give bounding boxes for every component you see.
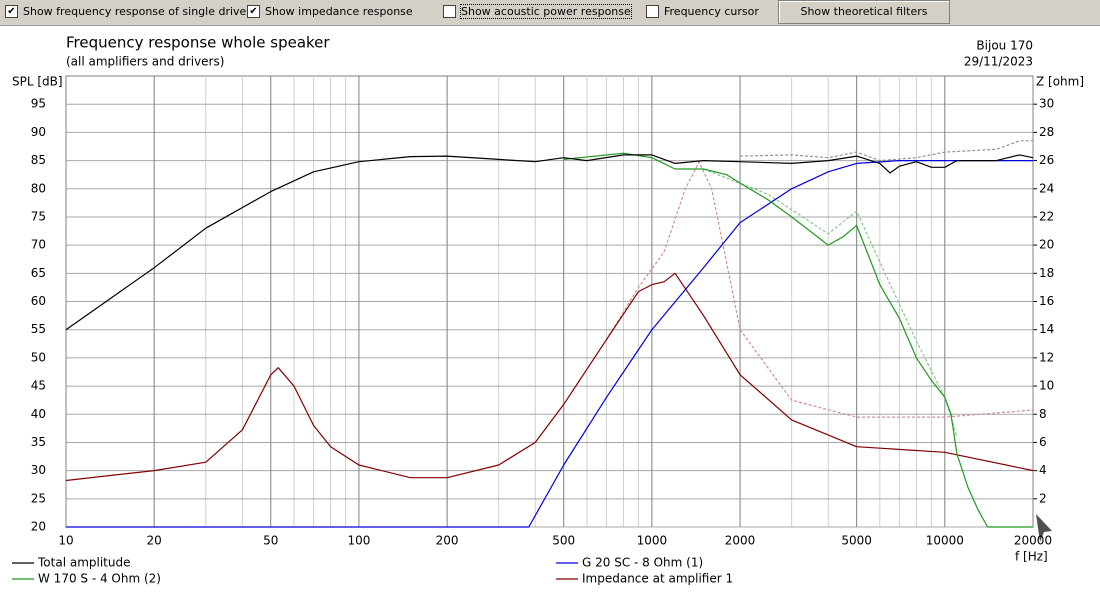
y2-tick-label: 26	[1039, 153, 1054, 167]
y2-tick-label: 28	[1039, 125, 1054, 139]
series-line	[703, 168, 958, 437]
y-tick-label: 55	[31, 322, 46, 336]
y-tick-label: 20	[31, 520, 46, 534]
checkbox-box[interactable]	[646, 5, 659, 18]
y-tick-label: 30	[31, 463, 46, 477]
checkbox[interactable]: Frequency cursor	[646, 5, 759, 18]
legend-label: G 20 SC - 8 Ohm (1)	[582, 556, 703, 570]
checkbox-box[interactable]	[443, 5, 456, 18]
y-tick-label: 85	[31, 153, 46, 167]
y2-tick-label: 12	[1039, 350, 1054, 364]
toolbar: ✔ Show frequency response of single drive…	[0, 0, 1100, 26]
checkbox-box[interactable]: ✔	[5, 5, 18, 18]
checkbox-label[interactable]: Show frequency response of single driver	[23, 5, 251, 18]
y2-tick-label: 6	[1039, 435, 1047, 449]
chart-subtitle: (all amplifiers and drivers)	[66, 55, 224, 69]
y2-tick-label: 22	[1039, 209, 1054, 223]
y-tick-label: 50	[31, 350, 46, 364]
x-tick-label: 50	[263, 534, 278, 548]
y2-tick-label: 2	[1039, 491, 1047, 505]
checkbox-box[interactable]: ✔	[247, 5, 260, 18]
y-tick-label: 25	[31, 491, 46, 505]
y-tick-label: 70	[31, 238, 46, 252]
legend-label: W 170 S - 4 Ohm (2)	[38, 572, 161, 586]
y-tick-label: 80	[31, 181, 46, 195]
series-line	[563, 152, 1033, 528]
y2-tick-label: 24	[1039, 181, 1054, 195]
y2-tick-label: 14	[1039, 322, 1054, 336]
x-tick-label: 200	[436, 534, 459, 548]
checkbox[interactable]: ✔ Show frequency response of single drive…	[5, 5, 251, 18]
chart-date: 29/11/2023	[964, 55, 1033, 69]
series-line	[66, 160, 1033, 528]
y2-tick-label: 30	[1039, 97, 1054, 111]
x-tick-label: 20	[147, 534, 162, 548]
y-tick-label: 95	[31, 97, 46, 111]
series-line	[740, 140, 1033, 162]
checkbox[interactable]: ✔ Show impedance response	[247, 5, 413, 18]
legend-label: Impedance at amplifier 1	[582, 572, 733, 586]
x-tick-label: 2000	[725, 534, 756, 548]
y2-tick-label: 18	[1039, 266, 1054, 280]
y-tick-label: 75	[31, 209, 46, 223]
y2-tick-label: 8	[1039, 407, 1047, 421]
y-tick-label: 40	[31, 407, 46, 421]
project-name: Bijou 170	[976, 39, 1033, 53]
y2-tick-label: 16	[1039, 294, 1054, 308]
legend-label: Total amplitude	[37, 556, 130, 570]
chart-title: Frequency response whole speaker	[66, 34, 330, 52]
y-tick-label: 35	[31, 435, 46, 449]
chart: Frequency response whole speaker (all am…	[12, 34, 1084, 586]
series-line	[65, 272, 1034, 482]
checkbox[interactable]: Show acoustic power response	[443, 4, 632, 19]
x-tick-label: 5000	[841, 534, 872, 548]
y-tick-label: 65	[31, 266, 46, 280]
checkbox-label[interactable]: Show impedance response	[265, 5, 413, 18]
y2-tick-label: 20	[1039, 238, 1054, 252]
checkbox-label[interactable]: Frequency cursor	[664, 5, 759, 18]
button[interactable]: Show theoretical filters	[778, 0, 950, 24]
series-line	[65, 154, 1034, 331]
x-axis-label: f [Hz]	[1015, 550, 1048, 564]
y-axis-label: SPL [dB]	[12, 75, 63, 89]
x-tick-label: 10	[58, 534, 73, 548]
x-tick-label: 100	[347, 534, 370, 548]
x-tick-label: 20000	[1014, 534, 1052, 548]
y-tick-label: 90	[31, 125, 46, 139]
y-tick-label: 45	[31, 379, 46, 393]
cursor-icon	[1036, 514, 1052, 542]
y2-tick-label: 10	[1039, 379, 1054, 393]
x-tick-label: 500	[552, 534, 575, 548]
x-tick-label: 10000	[926, 534, 964, 548]
y2-tick-label: 4	[1039, 463, 1047, 477]
checkbox-label[interactable]: Show acoustic power response	[460, 4, 632, 19]
x-tick-label: 1000	[637, 534, 668, 548]
y-tick-label: 60	[31, 294, 46, 308]
series-line	[605, 161, 1034, 418]
y2-axis-label: Z [ohm]	[1036, 75, 1084, 89]
